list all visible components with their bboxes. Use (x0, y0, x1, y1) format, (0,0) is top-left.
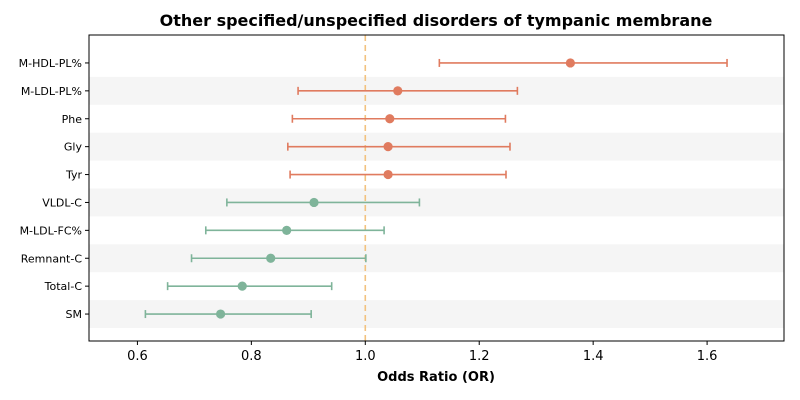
row-bands (89, 76, 784, 328)
odds-ratio-point (385, 114, 395, 124)
y-tick-label: Tyr (65, 169, 83, 182)
x-axis-ticks: 0.6 0.8 1.0 1.2 1.4 1.6 (127, 341, 717, 364)
y-tick-label: Total-C (44, 280, 83, 293)
y-tick-label: VLDL-C (42, 196, 82, 209)
odds-ratio-point (266, 253, 276, 263)
x-axis-label: Odds Ratio (OR) (377, 370, 495, 385)
odds-ratio-point (565, 58, 575, 68)
y-tick-label: Phe (62, 113, 83, 126)
x-tick-label: 0.8 (241, 349, 262, 364)
y-tick-label: M-HDL-PL% (19, 57, 82, 70)
y-tick-label: M-LDL-PL% (21, 85, 82, 98)
y-tick-label: SM (66, 308, 82, 321)
odds-ratio-point (237, 281, 247, 291)
odds-ratio-point (309, 197, 319, 208)
odds-ratio-point (282, 225, 292, 235)
data-marks (144, 58, 728, 319)
plot-frame (88, 34, 785, 342)
odds-ratio-point (383, 169, 393, 180)
odds-ratio-point (393, 86, 403, 96)
x-tick-label: 1.2 (469, 349, 490, 364)
x-tick-label: 1.4 (583, 349, 604, 364)
row-band (89, 188, 784, 217)
y-tick-label: M-LDL-FC% (20, 224, 82, 237)
odds-ratio-point (383, 142, 393, 152)
y-axis-ticks: M-HDL-PL% M-LDL-PL% Phe Gly Tyr VLDL-C M-LDL-F… (19, 57, 89, 321)
odds-ratio-point (215, 309, 226, 319)
y-tick-label: Gly (64, 141, 83, 154)
x-tick-label: 1.6 (697, 349, 718, 364)
y-tick-label: Remnant-C (21, 252, 83, 265)
chart-title: Other specified/unspecified disorders of… (160, 11, 713, 30)
x-tick-label: 0.6 (127, 349, 148, 364)
x-tick-label: 1.0 (355, 349, 376, 364)
